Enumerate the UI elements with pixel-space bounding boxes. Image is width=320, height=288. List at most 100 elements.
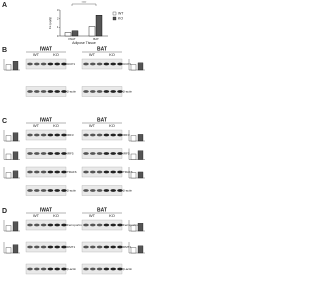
band bbox=[61, 152, 67, 155]
quant-bar bbox=[131, 154, 136, 160]
legend-label: KO bbox=[118, 16, 123, 20]
genotype-label: KO bbox=[109, 213, 115, 218]
band bbox=[34, 134, 40, 137]
bar bbox=[89, 26, 95, 36]
band bbox=[110, 189, 116, 192]
band bbox=[54, 134, 60, 137]
band bbox=[48, 171, 54, 174]
band bbox=[27, 224, 33, 227]
band bbox=[97, 134, 103, 137]
tissue-header: BAT bbox=[97, 117, 107, 123]
band bbox=[41, 171, 47, 174]
quant-bar bbox=[6, 248, 11, 254]
protein-label: IRF5 bbox=[67, 151, 74, 155]
quant-bar bbox=[131, 248, 136, 254]
band bbox=[90, 268, 96, 271]
legend-swatch bbox=[113, 12, 116, 15]
band bbox=[97, 90, 103, 93]
band bbox=[90, 224, 96, 227]
y-tick-label: 2 bbox=[57, 16, 59, 20]
band bbox=[104, 246, 110, 249]
quant-bar bbox=[13, 171, 18, 178]
band bbox=[117, 189, 123, 192]
band bbox=[104, 171, 110, 174]
band bbox=[54, 246, 60, 249]
bar bbox=[72, 31, 78, 36]
panel-letter: C bbox=[2, 118, 7, 125]
band bbox=[34, 90, 40, 93]
protein-label: β-actin bbox=[67, 188, 76, 192]
band bbox=[104, 189, 110, 192]
band bbox=[110, 224, 116, 227]
band bbox=[83, 152, 89, 155]
tissue-header: BAT bbox=[97, 46, 107, 52]
x-axis-title: Adipose Tissue bbox=[72, 41, 96, 45]
band bbox=[117, 246, 123, 249]
band bbox=[104, 90, 110, 93]
band bbox=[90, 63, 96, 66]
quant-bar bbox=[131, 173, 136, 179]
band bbox=[54, 63, 60, 66]
protein-label: β-actin bbox=[123, 267, 132, 271]
band bbox=[117, 90, 123, 93]
band bbox=[54, 189, 60, 192]
band bbox=[41, 134, 47, 137]
band bbox=[117, 134, 123, 137]
quant-bar bbox=[138, 172, 143, 178]
quant-bar bbox=[6, 226, 11, 232]
band bbox=[90, 246, 96, 249]
band bbox=[48, 152, 54, 155]
tissue-header: IWAT bbox=[40, 117, 52, 123]
band bbox=[110, 246, 116, 249]
genotype-label: WT bbox=[33, 123, 40, 128]
band bbox=[110, 134, 116, 137]
band bbox=[110, 90, 116, 93]
band bbox=[48, 189, 54, 192]
band bbox=[61, 224, 67, 227]
quant-bar bbox=[131, 226, 136, 232]
quant-bar bbox=[131, 136, 136, 142]
band bbox=[117, 171, 123, 174]
protein-label: DMT1 bbox=[123, 245, 131, 249]
band bbox=[83, 171, 89, 174]
band bbox=[117, 268, 123, 271]
band bbox=[41, 90, 47, 93]
band bbox=[83, 268, 89, 271]
band bbox=[117, 152, 123, 155]
band bbox=[83, 90, 89, 93]
band bbox=[34, 268, 40, 271]
page: {"figure":{ "A":{"label":"A","significan… bbox=[0, 0, 150, 288]
quant-bar bbox=[6, 65, 11, 71]
band bbox=[54, 224, 60, 227]
band bbox=[41, 63, 47, 66]
band bbox=[110, 268, 116, 271]
band bbox=[83, 134, 89, 137]
quant-bar bbox=[13, 61, 18, 70]
band bbox=[104, 268, 110, 271]
band bbox=[48, 268, 54, 271]
band bbox=[41, 224, 47, 227]
quant-bar bbox=[13, 133, 18, 141]
band bbox=[61, 63, 67, 66]
band bbox=[41, 189, 47, 192]
band bbox=[104, 134, 110, 137]
band bbox=[54, 90, 60, 93]
band bbox=[110, 171, 116, 174]
quant-bar bbox=[138, 246, 143, 253]
quant-bar bbox=[13, 222, 18, 231]
band bbox=[90, 134, 96, 137]
band bbox=[48, 246, 54, 249]
band bbox=[54, 268, 60, 271]
band bbox=[27, 134, 33, 137]
band bbox=[27, 90, 33, 93]
band bbox=[61, 268, 67, 271]
band bbox=[117, 63, 123, 66]
quant-bar bbox=[6, 136, 11, 142]
band bbox=[110, 63, 116, 66]
y-tick-label: 1 bbox=[57, 25, 59, 29]
protein-label: UCP1 bbox=[123, 62, 131, 66]
band bbox=[104, 152, 110, 155]
quant-bar bbox=[138, 223, 143, 231]
band bbox=[48, 90, 54, 93]
bar bbox=[96, 15, 102, 36]
